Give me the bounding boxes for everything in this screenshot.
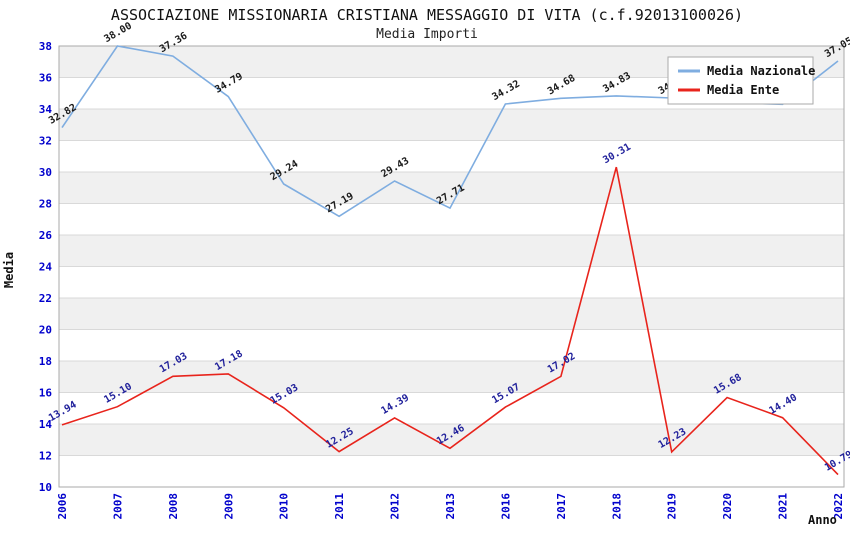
data-label: 38.00 bbox=[102, 21, 134, 46]
y-tick-label: 30 bbox=[39, 166, 52, 179]
y-tick-label: 26 bbox=[39, 229, 53, 242]
x-tick-label: 2008 bbox=[167, 493, 180, 520]
grid-band bbox=[59, 109, 844, 141]
grid-band bbox=[59, 298, 844, 330]
x-tick-label: 2016 bbox=[499, 493, 512, 520]
y-tick-label: 10 bbox=[39, 481, 52, 494]
x-tick-label: 2018 bbox=[610, 493, 623, 520]
x-axis-title: Anno bbox=[808, 513, 837, 527]
x-tick-label: 2006 bbox=[56, 493, 69, 520]
y-tick-label: 24 bbox=[39, 261, 53, 274]
x-tick-label: 2010 bbox=[278, 493, 291, 520]
grid-band bbox=[59, 361, 844, 393]
x-tick-label: 2009 bbox=[222, 493, 235, 520]
grid-band bbox=[59, 424, 844, 456]
series-line-media-ente bbox=[61, 166, 839, 476]
legend: Media Nazionale Media Ente bbox=[667, 56, 815, 105]
plot-area bbox=[58, 45, 845, 488]
y-tick-label: 36 bbox=[39, 72, 53, 85]
chart-subtitle: Media Importi bbox=[376, 27, 478, 42]
data-label: 14.39 bbox=[380, 392, 412, 417]
x-tick-label: 2021 bbox=[777, 493, 790, 520]
y-tick-label: 18 bbox=[39, 355, 52, 368]
x-tick-label: 2017 bbox=[555, 493, 568, 520]
y-axis-title: Media bbox=[2, 252, 16, 288]
y-tick-label: 16 bbox=[39, 387, 53, 400]
data-label: 30.31 bbox=[601, 142, 633, 167]
y-tick-label: 14 bbox=[39, 418, 53, 431]
chart-title: ASSOCIAZIONE MISSIONARIA CRISTIANA MESSA… bbox=[111, 6, 743, 24]
x-tick-label: 2013 bbox=[444, 493, 457, 520]
x-tick-label: 2011 bbox=[333, 493, 346, 520]
y-tick-label: 28 bbox=[39, 198, 52, 211]
y-tick-label: 34 bbox=[39, 103, 53, 116]
grid-band bbox=[59, 172, 844, 204]
legend-box bbox=[667, 56, 814, 105]
y-tick-label: 38 bbox=[39, 40, 52, 53]
legend-label-media-nazionale: Media Nazionale bbox=[707, 64, 815, 78]
grid-band bbox=[59, 235, 844, 267]
data-label: 14.40 bbox=[768, 392, 800, 417]
legend-label-media-ente: Media Ente bbox=[707, 83, 779, 97]
data-label: 34.32 bbox=[490, 79, 522, 104]
y-tick-label: 22 bbox=[39, 292, 52, 305]
y-tick-label: 20 bbox=[39, 324, 52, 337]
x-tick-label: 2020 bbox=[721, 493, 734, 520]
y-tick-label: 12 bbox=[39, 450, 52, 463]
y-tick-label: 32 bbox=[39, 135, 52, 148]
x-tick-label: 2012 bbox=[389, 493, 402, 520]
x-tick-label: 2007 bbox=[111, 493, 124, 520]
x-tick-label: 2019 bbox=[666, 493, 679, 520]
x-tick-label: 2022 bbox=[832, 493, 845, 520]
